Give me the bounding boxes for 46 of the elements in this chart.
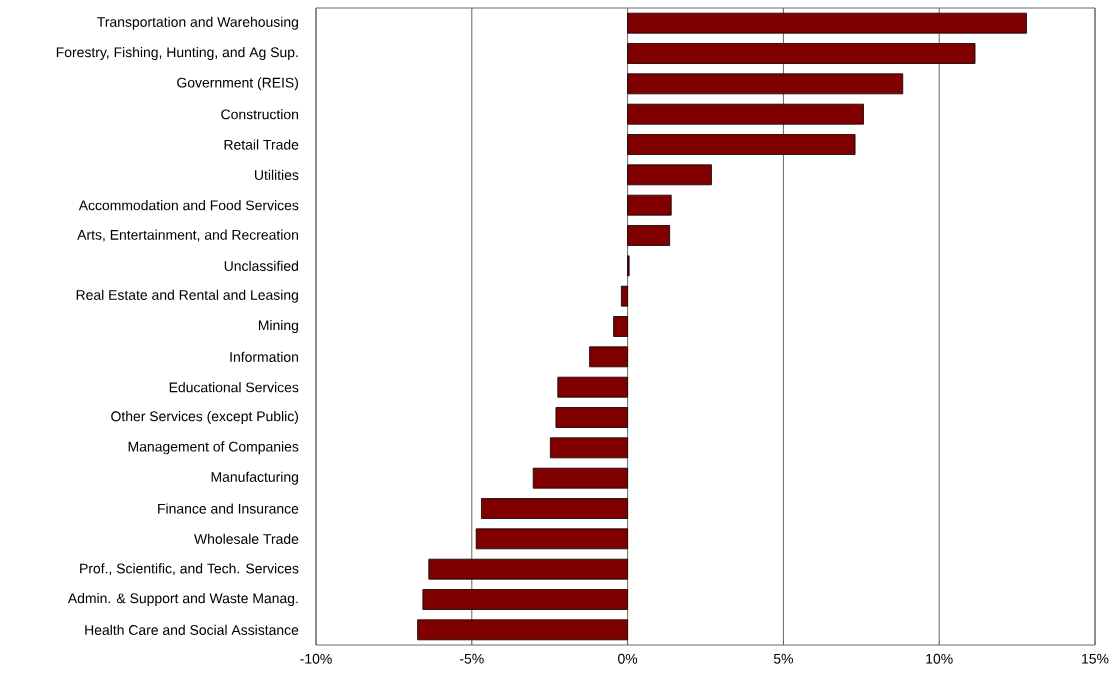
y-tick-label: Educational Services	[169, 382, 299, 393]
y-tick-label: Wholesale Trade	[194, 533, 299, 544]
bar	[613, 316, 629, 337]
y-tick-label: Health Care and Social Assistance	[85, 624, 299, 635]
y-tick-label: Unclassified	[224, 260, 298, 271]
x-tick-label: -10%	[300, 653, 332, 664]
y-tick-label: Mining	[258, 320, 298, 333]
bar	[549, 437, 629, 459]
y-tick-label: Finance and Insurance	[158, 503, 299, 514]
y-tick-label: Utilities	[255, 169, 299, 180]
y-tick-label: Arts, Entertainment, and Recreation	[77, 229, 298, 242]
bar	[627, 164, 712, 186]
x-tick-label: 0%	[618, 653, 638, 664]
bar	[627, 134, 856, 155]
x-tick-label: 15%	[1082, 653, 1109, 664]
y-tick-label: Other Services (except Public)	[111, 411, 299, 424]
y-tick-label: Construction	[221, 109, 298, 120]
bar	[481, 498, 629, 519]
bar	[422, 589, 629, 610]
bar	[532, 467, 629, 489]
bar	[589, 346, 629, 368]
y-tick-label: Accommodation and Food Services	[78, 200, 299, 211]
bar	[620, 285, 629, 307]
bar	[627, 103, 864, 125]
x-tick-label: 10%	[926, 653, 953, 664]
bar	[557, 376, 629, 398]
bar	[627, 73, 904, 95]
y-tick-label: Information	[230, 351, 298, 362]
bar	[475, 528, 629, 550]
bar	[627, 194, 672, 216]
bar	[428, 558, 629, 580]
x-tick-label: -5%	[460, 653, 484, 664]
y-tick-label: Retail Trade	[224, 139, 299, 150]
bar	[555, 407, 629, 428]
y-tick-label: Forestry, Fishing, Hunting, and Ag Sup.	[56, 47, 298, 60]
y-tick-label: Transportation and Warehousing	[97, 16, 298, 30]
y-tick-label: Prof., Scientific, and Tech. Services	[80, 563, 299, 576]
bar	[627, 43, 976, 64]
x-tick-label: 5%	[773, 653, 793, 664]
y-tick-label: Management of Companies	[128, 441, 299, 455]
y-tick-label: Admin. & Support and Waste Manag.	[67, 593, 298, 606]
y-tick-label: Manufacturing	[211, 471, 298, 485]
bar	[627, 12, 1027, 34]
bar	[627, 225, 671, 246]
y-tick-label: Government (REIS)	[177, 77, 299, 91]
y-tick-label: Real Estate and Rental and Leasing	[76, 289, 298, 303]
